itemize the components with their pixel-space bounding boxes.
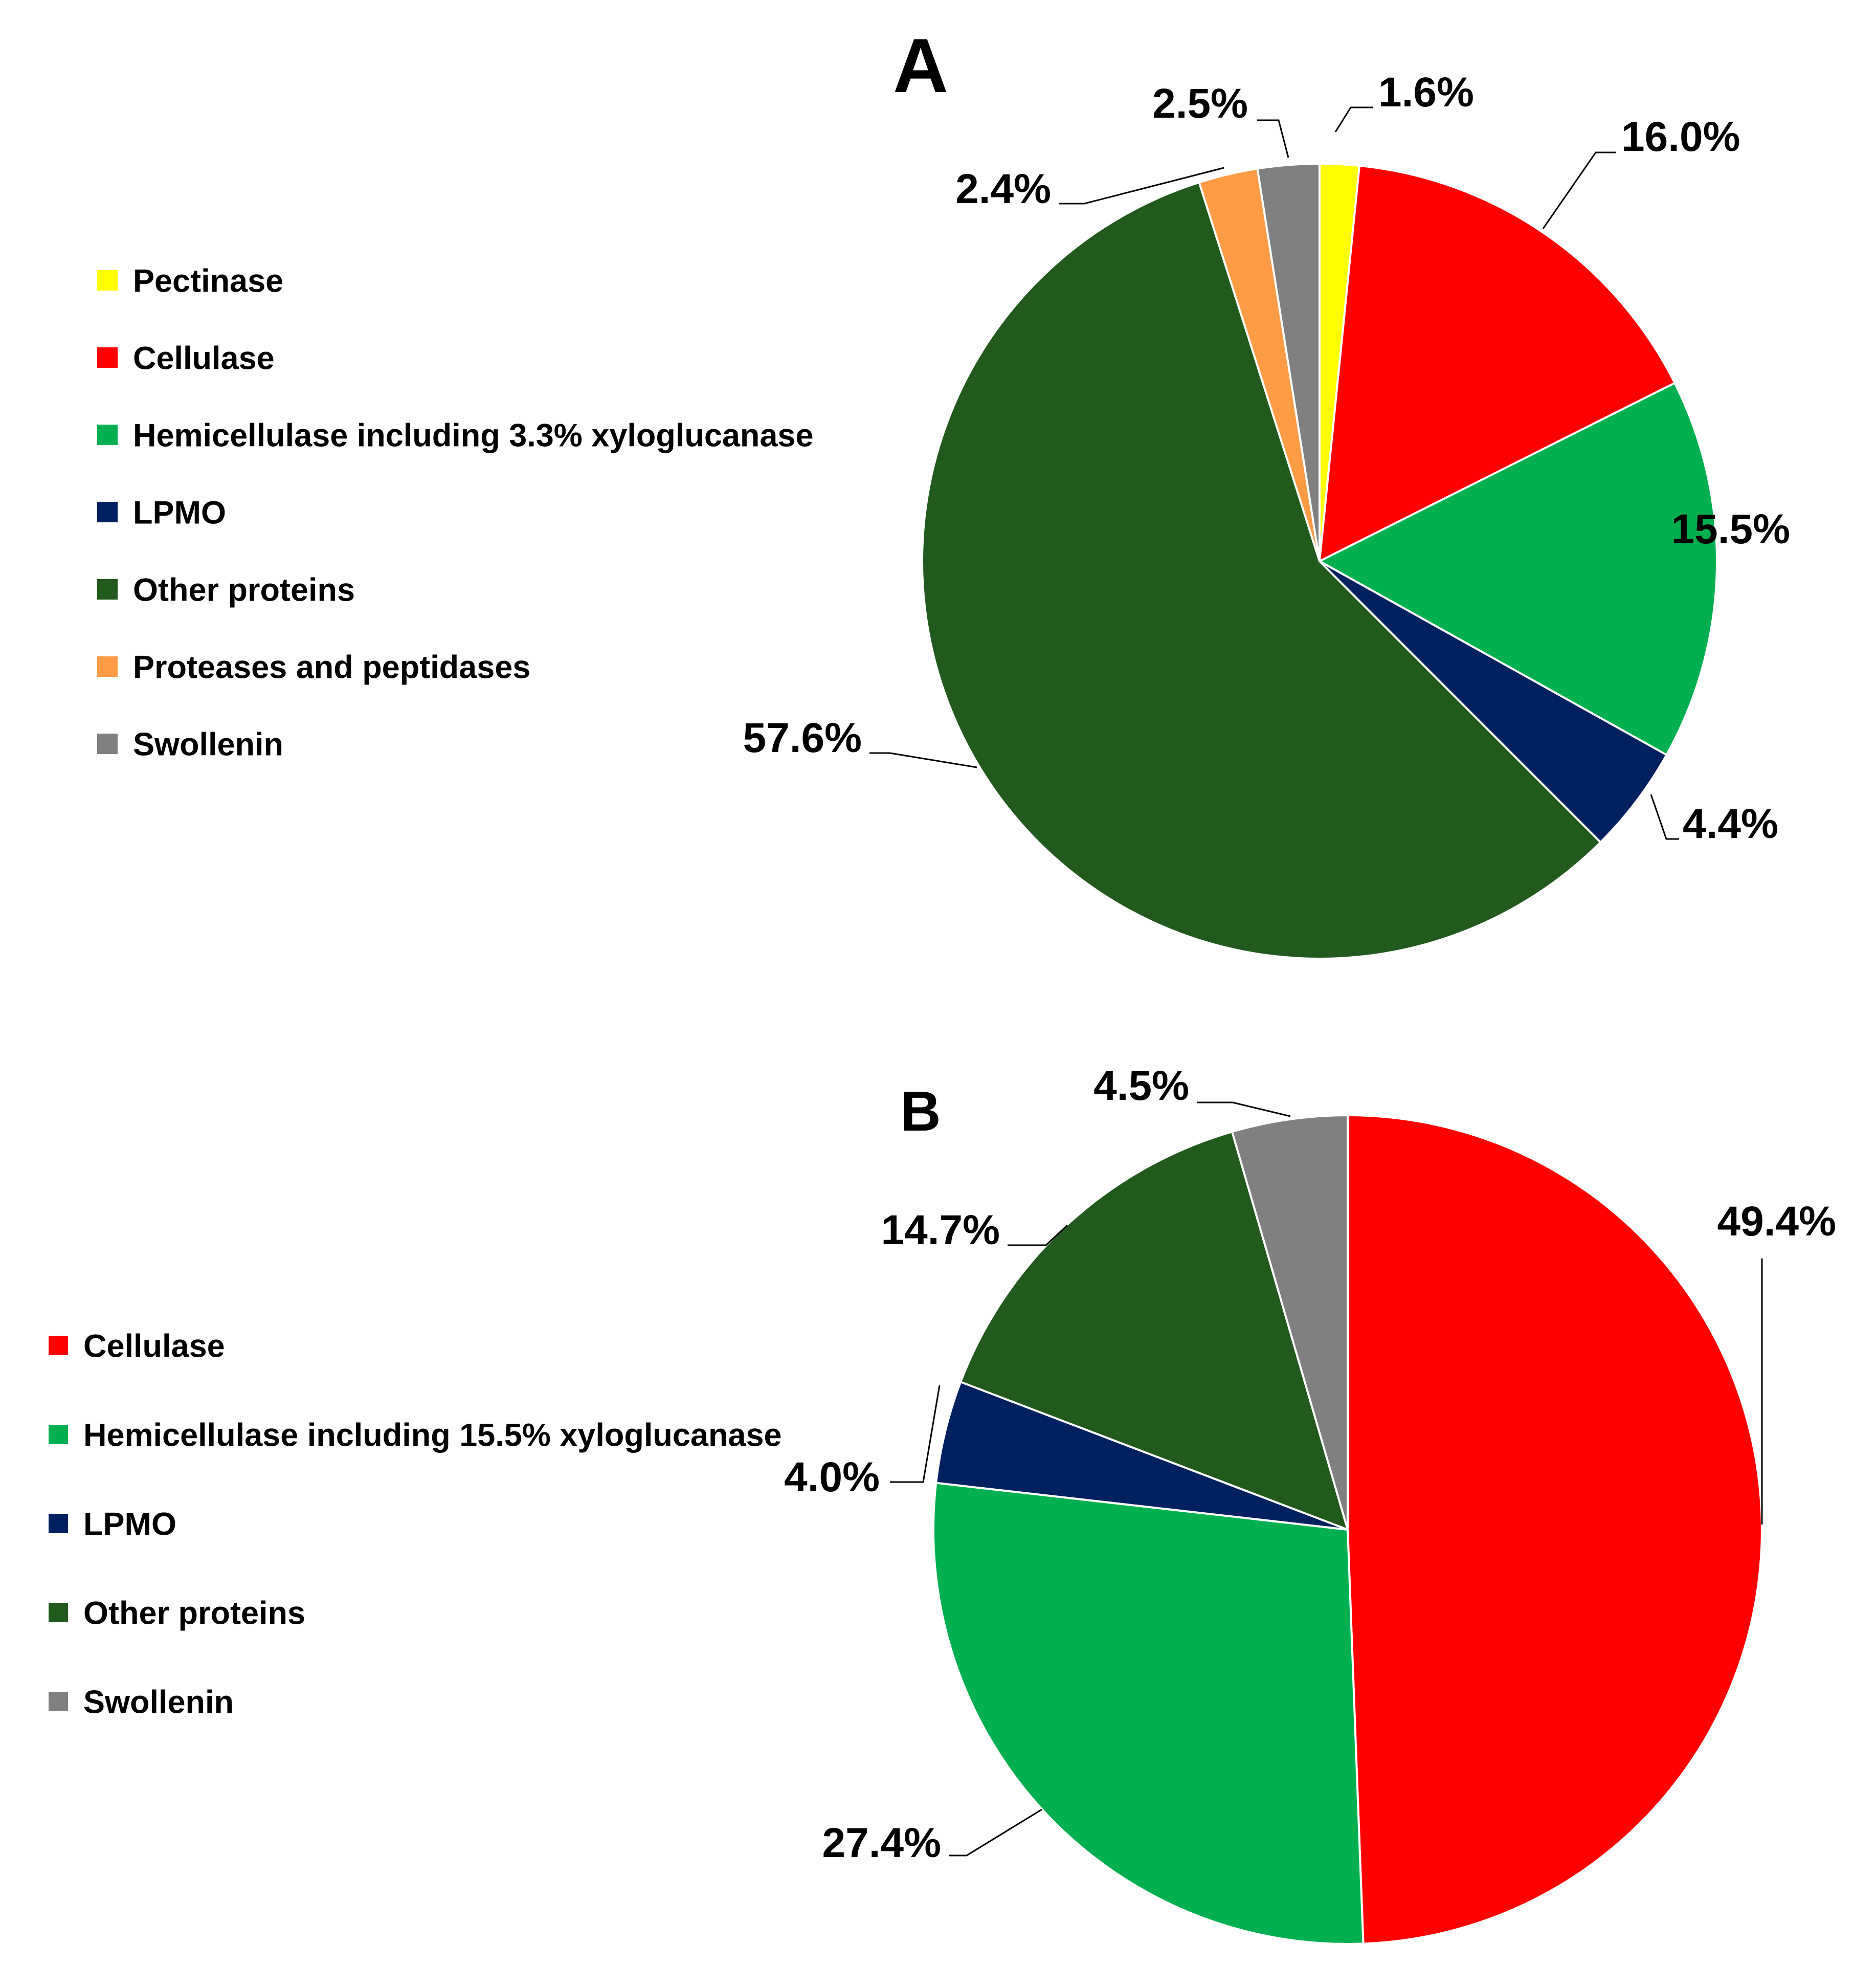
legend-swatch-hemicellulase-including-15-5-xyloglucanase: [49, 1425, 68, 1444]
leader-line-swollenin: [1257, 119, 1289, 158]
percent-label-lpmo: 4.0%: [784, 1454, 880, 1500]
percent-label-swollenin: 2.5%: [1152, 80, 1248, 127]
percent-label-pectinase: 1.6%: [1378, 69, 1474, 116]
pie-slice-lpmo: [935, 1381, 1349, 1531]
leader-line-cellulase: [1542, 151, 1616, 229]
legend-swatch-proteases-and-peptidases: [97, 656, 118, 677]
legend-swatch-lpmo: [49, 1514, 68, 1533]
pie-chart-b: 49.4% 27.4% 4.0% 14.7% 4.5% B Cellulase Hemicel…: [49, 1063, 1836, 1945]
legend-swatch-lpmo: [97, 502, 118, 522]
panel-letter: B: [900, 1080, 941, 1143]
leader-line-lpmo: [890, 1385, 941, 1483]
percent-label-swollenin: 4.5%: [1093, 1063, 1189, 1109]
percent-label-cellulase: 16.0%: [1621, 114, 1740, 160]
legend-label-proteases-and-peptidases: Proteases and peptidases: [133, 650, 530, 686]
percent-label-other-proteins: 57.6%: [743, 715, 862, 761]
pie-slice-swollenin: [1231, 1114, 1349, 1531]
leader-line-lpmo: [1650, 794, 1679, 840]
legend-label-hemicellulase-including-15-5-xyloglucanase: Hemicellulase including 15.5% xyloglucan…: [83, 1418, 782, 1453]
pie-slice-lpmo: [1319, 560, 1668, 844]
legend-swatch-pectinase: [97, 270, 118, 291]
percent-label-lpmo: 4.4%: [1683, 801, 1778, 847]
legend-label-other-proteins: Other proteins: [83, 1596, 305, 1631]
legend-label-cellulase: Cellulase: [133, 341, 275, 377]
legend-swatch-cellulase: [97, 347, 118, 368]
percent-label-hemicellulase-including-3-3-xyloglucanase: 15.5%: [1671, 506, 1790, 553]
pie-slice-other-proteins: [921, 181, 1602, 960]
legend-label-pectinase: Pectinase: [133, 263, 283, 299]
leader-line-pectinase: [1334, 106, 1373, 132]
pie-slice-hemicellulase-including-15-5-xyloglucanase: [932, 1482, 1365, 1945]
leader-line-other-proteins: [1008, 1224, 1068, 1246]
legend-label-hemicellulase-including-3-3-xyloglucanase: Hemicellulase including 3.3% xyloglucana…: [133, 418, 814, 454]
pie-slice-cellulase: [1319, 164, 1676, 562]
legend-swatch-hemicellulase-including-3-3-xyloglucanase: [97, 425, 118, 445]
pie-slice-swollenin: [1256, 163, 1321, 562]
percent-label-cellulase: 49.4%: [1717, 1198, 1836, 1245]
percent-label-proteases-and-peptidases: 2.4%: [955, 166, 1051, 212]
legend-label-lpmo: LPMO: [133, 495, 226, 531]
leader-line-other-proteins: [869, 752, 977, 768]
pie-chart-a: 1.6% 16.0% 15.5% 4.4% 57.6% 2.4% 2.5% A Pectinas…: [97, 23, 1790, 960]
pie-slice-hemicellulase-including-3-3-xyloglucanase: [1319, 382, 1718, 756]
legend-swatch-swollenin: [49, 1692, 68, 1711]
legend-label-lpmo: LPMO: [83, 1507, 176, 1542]
leader-line-proteases-and-peptidases: [1059, 167, 1224, 205]
leader-line-hemicellulase-including-15-5-xyloglucanase: [949, 1808, 1042, 1857]
legend-swatch-other-proteins: [49, 1603, 68, 1622]
legend-label-swollenin: Swollenin: [133, 727, 283, 763]
legend-swatch-swollenin: [97, 734, 118, 754]
legend-label-swollenin: Swollenin: [83, 1685, 234, 1720]
pie-slice-cellulase: [1347, 1114, 1763, 1945]
legend-swatch-other-proteins: [97, 579, 118, 600]
percent-label-other-proteins: 14.7%: [881, 1207, 1000, 1253]
legend-label-other-proteins: Other proteins: [133, 572, 355, 608]
percent-label-hemicellulase-including-15-5-xyloglucanase: 27.4%: [822, 1820, 941, 1866]
legend-label-cellulase: Cellulase: [83, 1329, 225, 1364]
leader-line-swollenin: [1197, 1101, 1291, 1117]
legend-swatch-cellulase: [49, 1336, 68, 1355]
panel-letter: A: [893, 23, 948, 108]
